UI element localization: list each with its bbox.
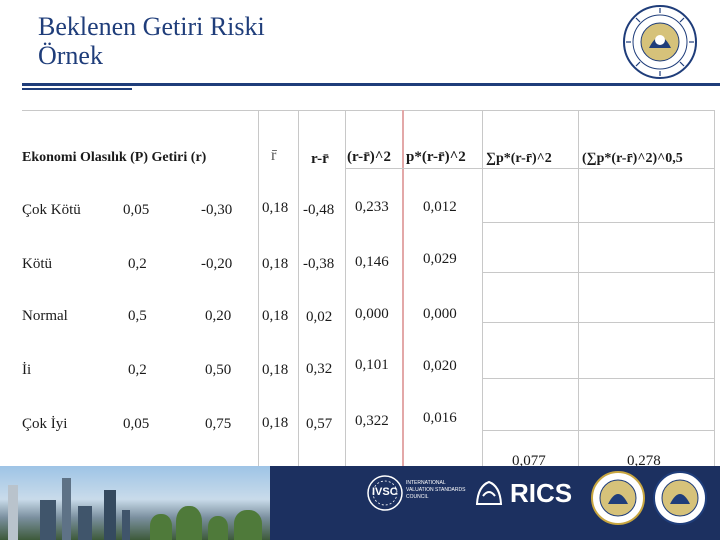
cell-probability: 0,2	[128, 256, 147, 272]
header-variance: ∑p*(r-r̄)^2	[486, 151, 552, 166]
row-divider	[482, 272, 714, 273]
row-divider	[482, 378, 714, 379]
cell-return: 0,75	[205, 416, 232, 432]
cell-weighted-squared-deviation: 0,012	[423, 199, 457, 215]
row-divider	[345, 168, 714, 169]
cell-probability: 0,2	[128, 362, 147, 378]
column-divider	[402, 110, 404, 466]
cell-squared-deviation: 0,322	[355, 413, 389, 429]
ivsc-emblem-icon	[367, 475, 403, 511]
cell-probability: 0,05	[123, 416, 150, 432]
rics-logo-text: RICS	[510, 478, 573, 508]
column-divider	[578, 110, 579, 466]
ivsc-caption: INTERNATIONAL VALUATION STANDARDS COUNCI…	[406, 480, 466, 500]
header-ekonomi-olasilik-getiri: Ekonomi Olasılık (P) Getiri (r)	[22, 150, 207, 165]
rics-lion-icon	[475, 480, 503, 505]
cell-ekonomi: İi	[22, 362, 32, 378]
cell-weighted-squared-deviation: 0,016	[423, 410, 457, 426]
cell-probability: 0,5	[128, 308, 147, 324]
cell-squared-deviation: 0,233	[355, 199, 389, 215]
cell-deviation: 0,57	[306, 416, 333, 432]
cell-expected-return: 0,18	[262, 308, 289, 324]
column-divider	[345, 110, 346, 466]
title-divider-accent	[22, 88, 132, 90]
cell-deviation: 0,32	[306, 361, 333, 377]
faculty-seal-icon	[591, 471, 645, 525]
cell-squared-deviation: 0,000	[355, 306, 389, 322]
cell-weighted-squared-deviation: 0,000	[423, 306, 457, 322]
total-variance: 0,077	[512, 453, 546, 469]
cell-expected-return: 0,18	[262, 200, 289, 216]
university-seal-small-icon	[653, 471, 707, 525]
cell-deviation: 0,02	[306, 309, 333, 325]
cell-ekonomi: Normal	[22, 308, 68, 324]
row-divider	[482, 222, 714, 223]
slide-title-line-1: Beklenen Getiri Riski	[38, 12, 265, 41]
header-expected-return: r̄	[271, 147, 277, 164]
slide-title: Beklenen Getiri Riski Örnek	[38, 12, 265, 70]
cell-probability: 0,05	[123, 202, 150, 218]
row-divider	[482, 430, 714, 431]
city-skyline-photo	[0, 466, 270, 540]
header-deviation: r-r̄	[311, 151, 329, 167]
cell-deviation: -0,48	[303, 202, 335, 218]
cell-expected-return: 0,18	[262, 256, 289, 272]
header-squared-deviation: (r-r̄)^2	[347, 149, 391, 165]
cell-return: 0,50	[205, 362, 232, 378]
cell-squared-deviation: 0,101	[355, 357, 389, 373]
cell-ekonomi: Kötü	[22, 256, 52, 272]
total-standard-deviation: 0,278	[627, 453, 661, 469]
university-seal-icon	[623, 5, 697, 79]
cell-return: -0,20	[201, 256, 233, 272]
cell-weighted-squared-deviation: 0,020	[423, 358, 457, 374]
slide-title-line-2: Örnek	[38, 41, 103, 70]
row-divider	[482, 322, 714, 323]
title-divider	[22, 83, 720, 86]
cell-weighted-squared-deviation: 0,029	[423, 251, 457, 267]
header-weighted-squared-deviation: p*(r-r̄)^2	[406, 149, 466, 165]
cell-return: 0,20	[205, 308, 232, 324]
column-divider	[714, 110, 715, 466]
column-divider	[482, 110, 483, 466]
column-divider	[298, 110, 299, 466]
header-standard-deviation: (∑p*(r-r̄)^2)^0,5	[582, 151, 683, 166]
cell-expected-return: 0,18	[262, 362, 289, 378]
cell-ekonomi: Çok İyi	[22, 416, 68, 432]
ivsc-logo-text: IVSC	[372, 486, 398, 498]
cell-ekonomi: Çok Kötü	[22, 202, 81, 218]
cell-expected-return: 0,18	[262, 415, 289, 431]
table-top-border	[22, 110, 714, 111]
cell-deviation: -0,38	[303, 256, 335, 272]
cell-return: -0,30	[201, 202, 233, 218]
cell-squared-deviation: 0,146	[355, 254, 389, 270]
column-divider	[258, 110, 259, 466]
